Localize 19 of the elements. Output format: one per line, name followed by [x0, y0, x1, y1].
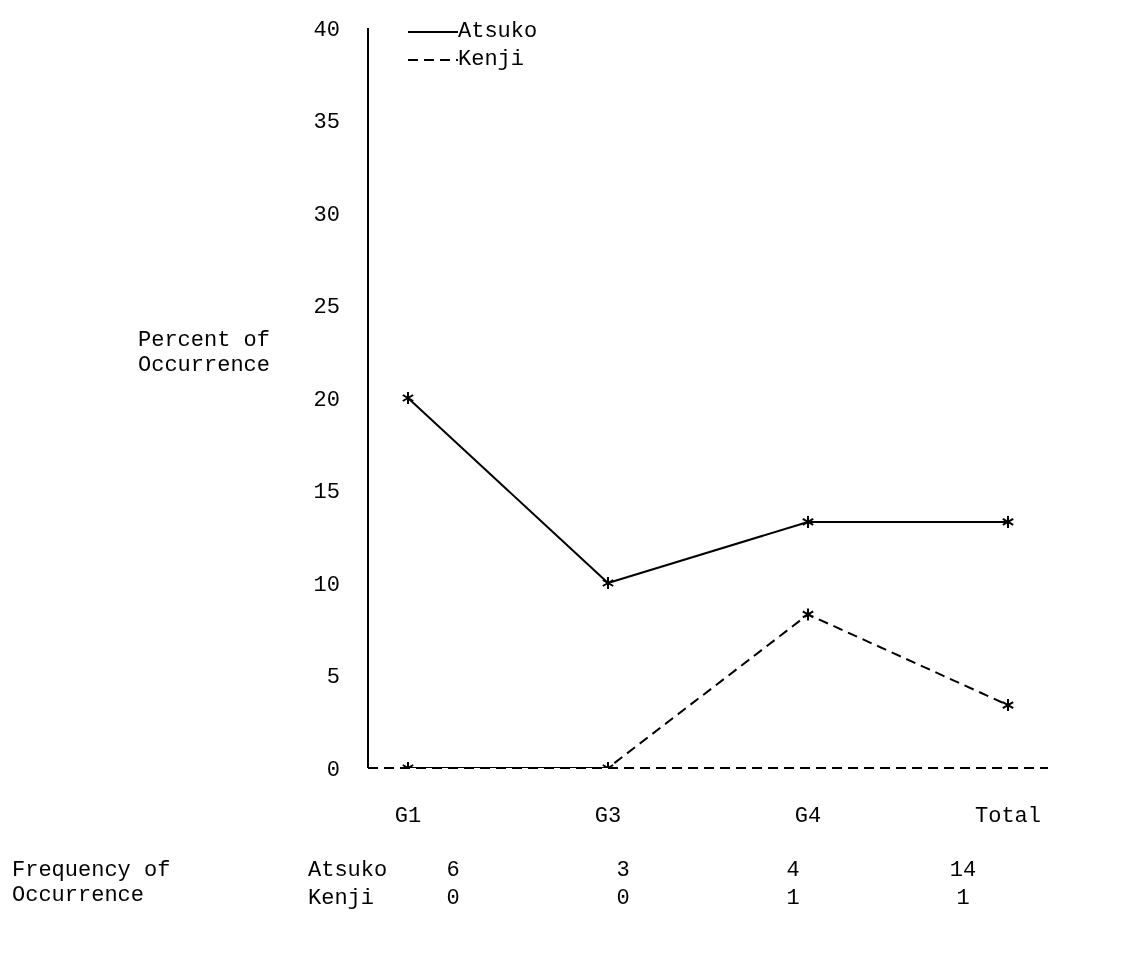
y-tick-label: 20: [313, 387, 340, 413]
y-tick-label: 35: [313, 110, 340, 136]
x-tick-label: Total: [974, 803, 1042, 829]
x-tick-label: G3: [594, 803, 622, 829]
y-tick-label: 40: [313, 17, 340, 43]
legend-label: Atsuko: [458, 18, 538, 46]
text: Atsuko 6 3 4 14: [308, 858, 977, 883]
text: Frequency of Occurrence: [12, 858, 172, 908]
y-tick-label: 0: [326, 757, 340, 783]
x-tick-label: G4: [794, 803, 822, 829]
y-tick-label: 10: [313, 572, 340, 598]
y-tick-label: 25: [313, 295, 340, 321]
y-axis-title: Percent of Occurrence: [138, 328, 272, 378]
y-tick-label: 5: [326, 665, 340, 691]
text: Kenji 0 0 1 1: [308, 886, 970, 911]
x-tick-label: G1: [394, 803, 422, 829]
legend-label: Kenji: [458, 46, 525, 74]
y-tick-label: 30: [313, 202, 340, 228]
y-tick-label: 15: [313, 480, 340, 506]
